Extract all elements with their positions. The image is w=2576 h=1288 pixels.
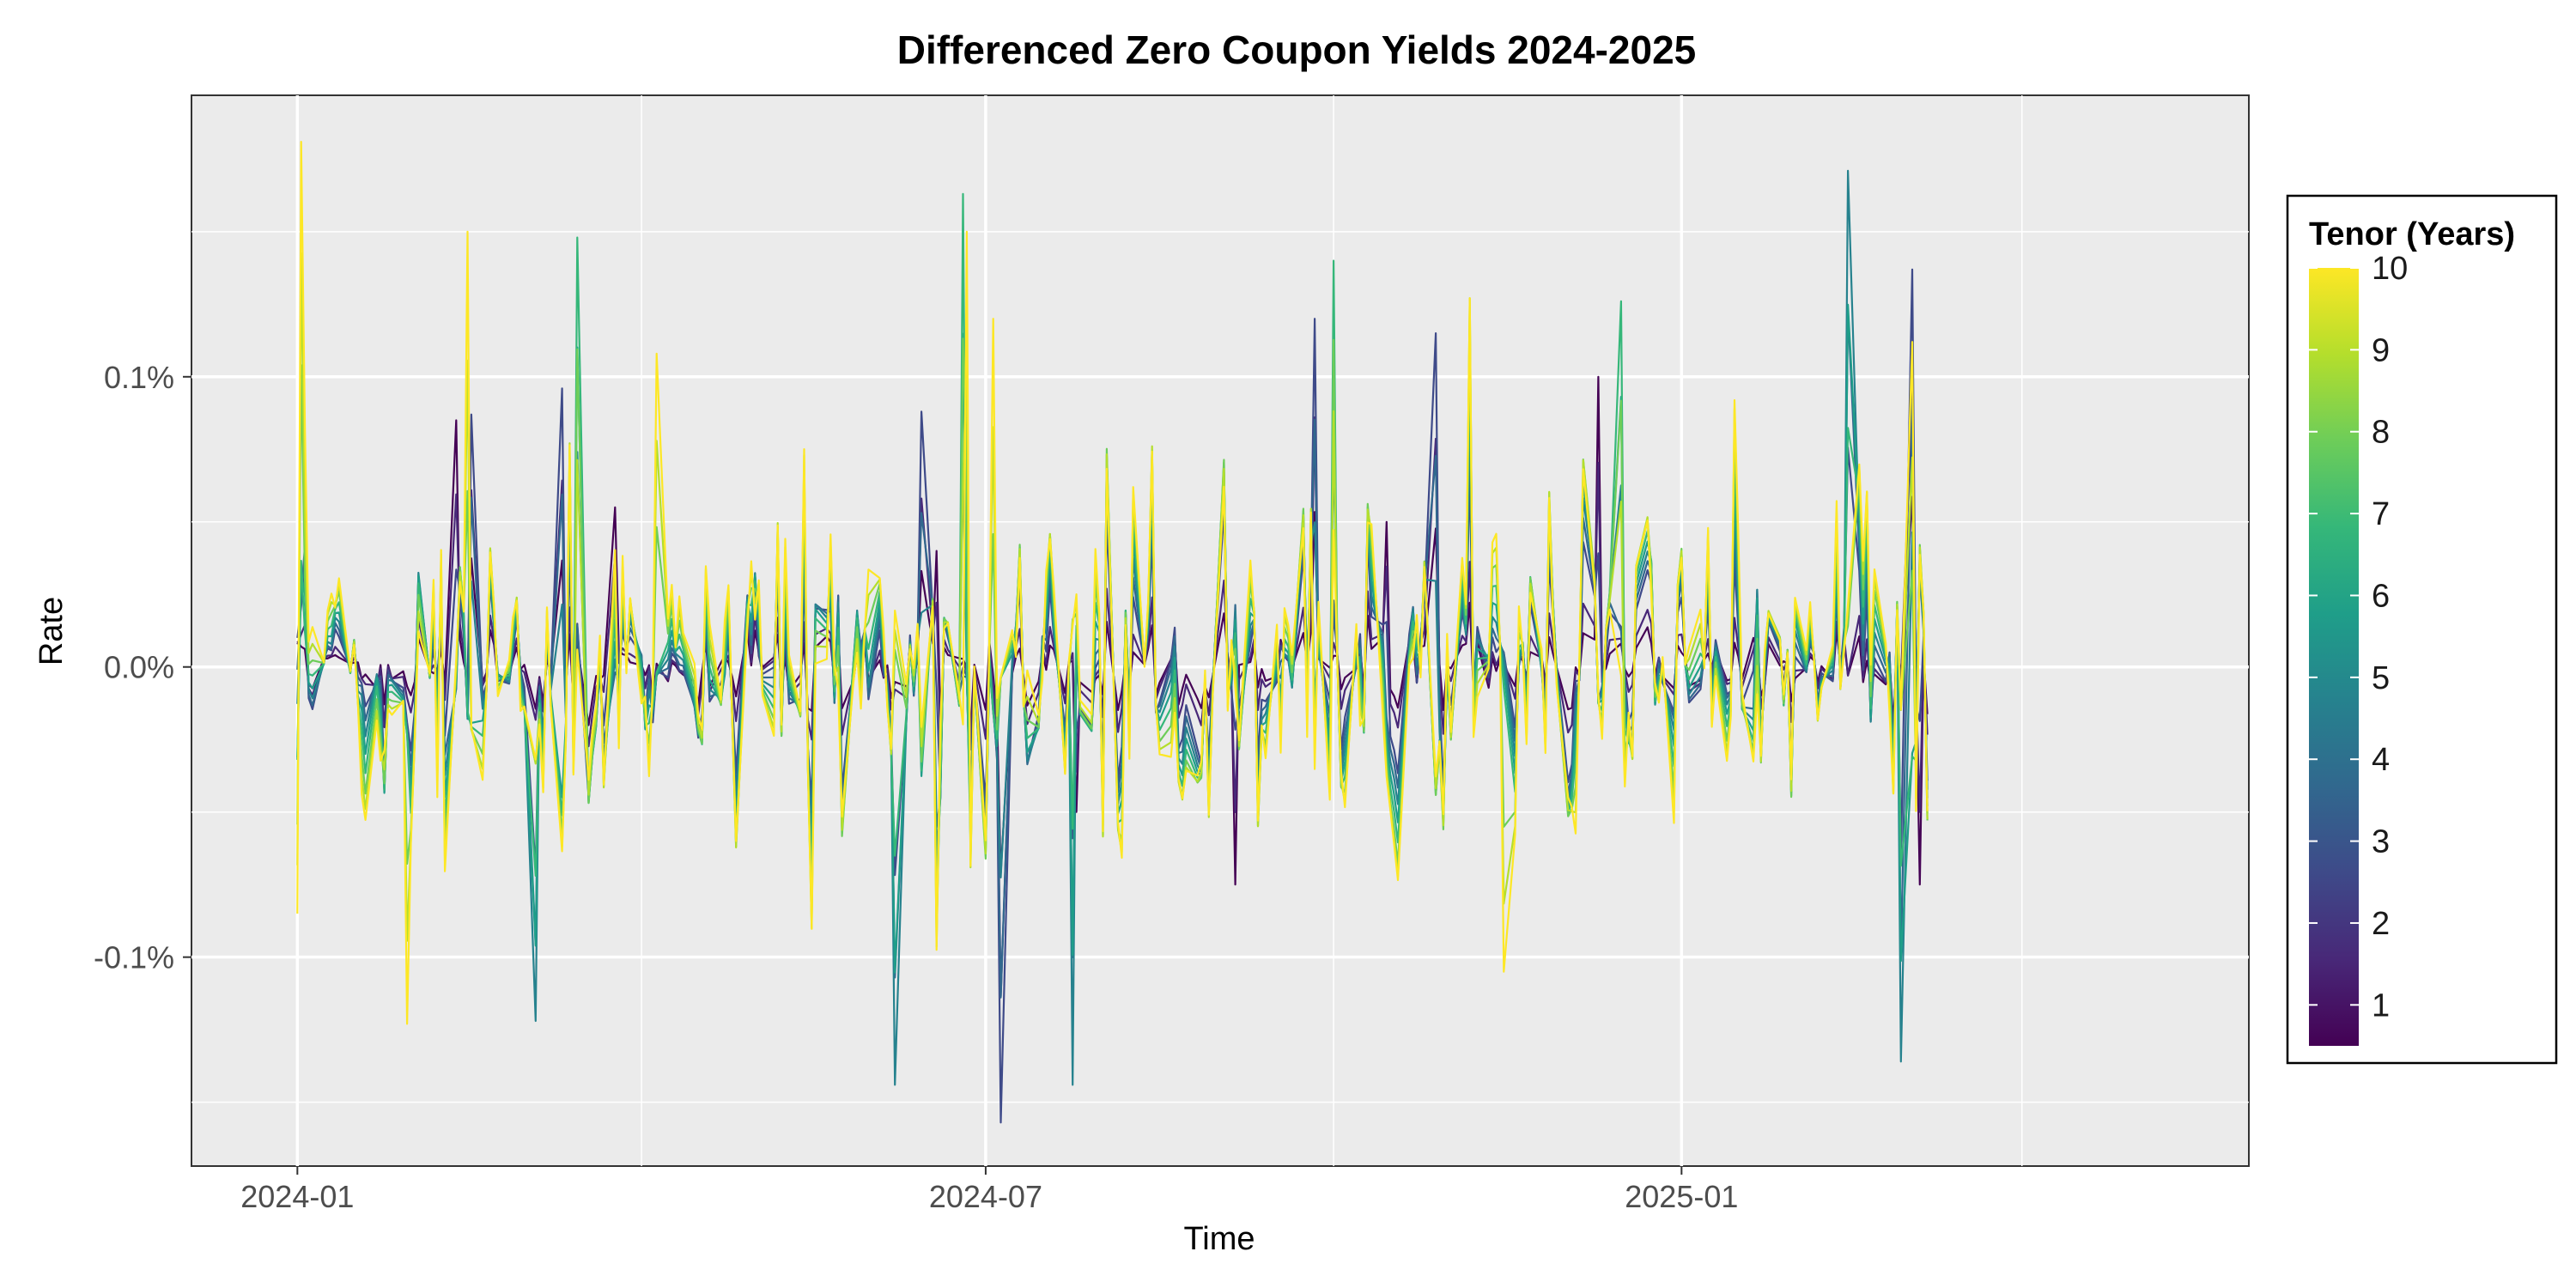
legend-title: Tenor (Years): [2309, 216, 2515, 252]
y-tick-label: 0.0%: [104, 650, 174, 685]
legend-ticks: 1 2 3 4 5 6 7 8 9 10: [2309, 251, 2408, 1024]
legend-label: 10: [2372, 251, 2408, 287]
chart-title: Differenced Zero Coupon Yields 2024-2025: [897, 27, 1697, 72]
legend: Tenor (Years) 1 2 3 4 5 6 7 8 9 10: [2286, 194, 2558, 1065]
legend-label: 2: [2372, 906, 2390, 942]
legend-label: 8: [2372, 415, 2390, 451]
x-tick-label: 2024-01: [240, 1179, 354, 1214]
y-tick-label: 0.1%: [104, 360, 174, 395]
y-tick-label: -0.1%: [94, 940, 174, 975]
legend-colorbar: [2309, 268, 2359, 1046]
series-line-tenor-10: [296, 141, 1929, 1025]
x-tick-label: 2024-07: [929, 1179, 1042, 1214]
axis-ticks: -0.1% 0.0% 0.1% 2024-01 2024-07 2025-01: [94, 360, 1738, 1214]
legend-label: 4: [2372, 742, 2390, 778]
x-axis-title: Time: [1183, 1221, 1255, 1257]
y-axis-title: Rate: [33, 597, 70, 665]
x-tick-label: 2025-01: [1625, 1179, 1738, 1214]
legend-label: 6: [2372, 578, 2390, 614]
legend-label: 1: [2372, 987, 2390, 1024]
legend-label: 7: [2372, 496, 2390, 532]
legend-label: 3: [2372, 824, 2390, 860]
legend-label: 5: [2372, 660, 2390, 696]
series-layer: [296, 141, 1929, 1124]
legend-label: 9: [2372, 332, 2390, 368]
